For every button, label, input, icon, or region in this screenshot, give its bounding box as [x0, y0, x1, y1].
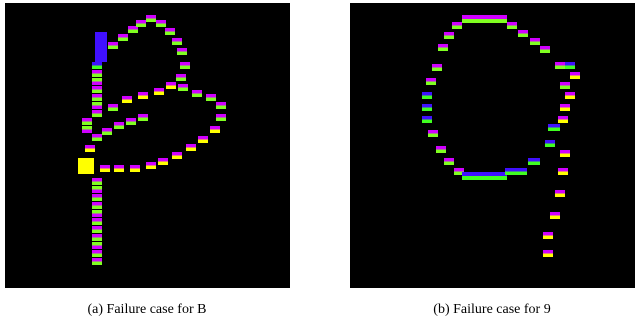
caption: (a) Failure case for B	[0, 302, 297, 318]
image-b	[350, 3, 635, 288]
image-a	[5, 3, 290, 288]
figure-images	[0, 0, 636, 300]
caption: (b) Failure case for 9	[342, 302, 636, 318]
figure: (a) Failure case for B (b) Failure case …	[0, 0, 636, 328]
